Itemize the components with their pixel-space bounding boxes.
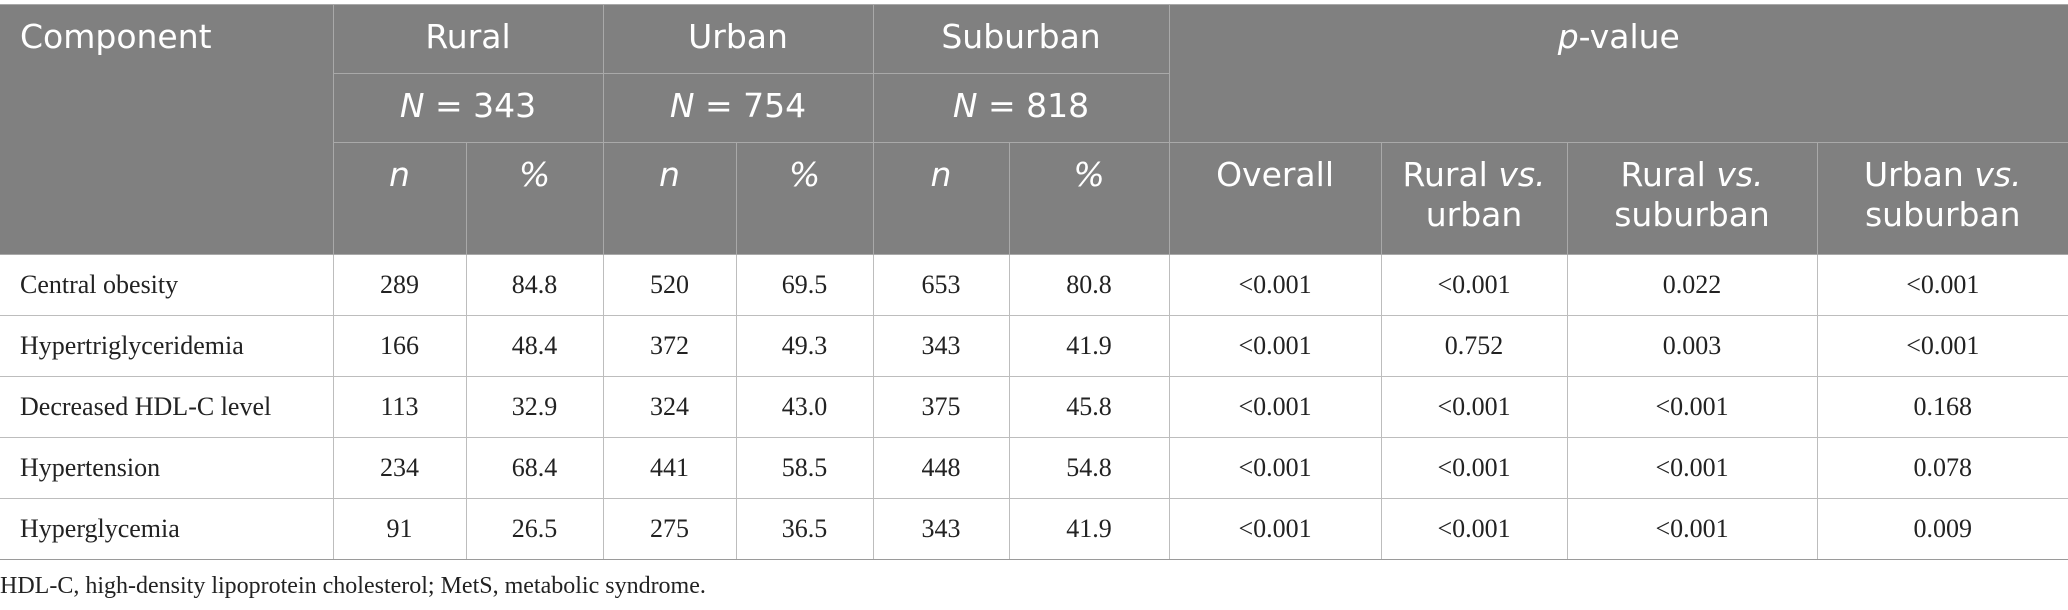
table-row: Hyperglycemia 91 26.5 275 36.5 343 41.9 … [0,498,2068,560]
cell-suburban-pct: 41.9 [1008,498,1170,560]
row-component: Hypertension [0,437,334,499]
header-rural-count: n [332,142,467,255]
row-component: Decreased HDL-C level [0,376,334,438]
cell-rural-n: 91 [332,498,467,560]
cell-urban-pct: 58.5 [735,437,874,499]
header-urban-percent: % [735,142,874,255]
cell-suburban-pct: 54.8 [1008,437,1170,499]
cell-urban-n: 275 [602,498,737,560]
cell-suburban-pct: 80.8 [1008,254,1170,316]
cell-urban-vs-suburban: <0.001 [1816,254,2068,316]
header-rural-percent: % [465,142,604,255]
cell-overall: <0.001 [1168,437,1382,499]
header-component: Component [0,4,334,255]
cell-suburban-n: 375 [872,376,1010,438]
header-urban-count: n [602,142,737,255]
header-suburban-percent: % [1008,142,1170,255]
header-p-value: p-value [1168,4,2068,143]
cell-urban-pct: 69.5 [735,254,874,316]
cell-rural-vs-urban: <0.001 [1380,498,1568,560]
cell-suburban-n: 653 [872,254,1010,316]
cell-urban-pct: 43.0 [735,376,874,438]
header-rural-vs-urban: Rural vs. urban [1380,142,1568,255]
cell-overall: <0.001 [1168,254,1382,316]
table-footnote: HDL-C, high-density lipoprotein choleste… [0,573,706,599]
header-rural-n: N = 343 [332,73,604,143]
cell-urban-pct: 36.5 [735,498,874,560]
cell-rural-pct: 26.5 [465,498,604,560]
row-component: Hyperglycemia [0,498,334,560]
cell-overall: <0.001 [1168,315,1382,377]
cell-suburban-n: 343 [872,315,1010,377]
row-component: Central obesity [0,254,334,316]
cell-rural-vs-suburban: 0.022 [1566,254,1818,316]
cell-urban-vs-suburban: <0.001 [1816,315,2068,377]
header-urban-n: N = 754 [602,73,874,143]
cell-rural-n: 289 [332,254,467,316]
cell-rural-pct: 84.8 [465,254,604,316]
table-row: Decreased HDL-C level 113 32.9 324 43.0 … [0,376,2068,438]
cell-rural-vs-urban: <0.001 [1380,376,1568,438]
cell-rural-vs-suburban: <0.001 [1566,376,1818,438]
cell-overall: <0.001 [1168,376,1382,438]
row-component: Hypertriglyceridemia [0,315,334,377]
cell-urban-n: 324 [602,376,737,438]
metabolic-components-table: Component Rural Urban Suburban p-value N… [0,4,2068,560]
cell-urban-n: 441 [602,437,737,499]
header-overall: Overall [1168,142,1382,255]
cell-rural-vs-suburban: <0.001 [1566,437,1818,499]
cell-suburban-pct: 41.9 [1008,315,1170,377]
cell-rural-n: 166 [332,315,467,377]
cell-rural-vs-suburban: <0.001 [1566,498,1818,560]
table-header: Component Rural Urban Suburban p-value N… [0,4,2068,255]
cell-rural-pct: 32.9 [465,376,604,438]
header-urban-vs-suburban: Urban vs. suburban [1816,142,2068,255]
cell-rural-n: 234 [332,437,467,499]
header-suburban-count: n [872,142,1010,255]
cell-rural-pct: 68.4 [465,437,604,499]
cell-suburban-pct: 45.8 [1008,376,1170,438]
cell-rural-pct: 48.4 [465,315,604,377]
table-row: Central obesity 289 84.8 520 69.5 653 80… [0,254,2068,316]
cell-suburban-n: 448 [872,437,1010,499]
cell-urban-vs-suburban: 0.078 [1816,437,2068,499]
cell-rural-vs-suburban: 0.003 [1566,315,1818,377]
cell-urban-vs-suburban: 0.009 [1816,498,2068,560]
header-suburban-n: N = 818 [872,73,1170,143]
cell-urban-vs-suburban: 0.168 [1816,376,2068,438]
header-suburban: Suburban [872,4,1170,74]
table-row: Hypertriglyceridemia 166 48.4 372 49.3 3… [0,315,2068,377]
header-rural-vs-suburban: Rural vs. suburban [1566,142,1818,255]
cell-rural-n: 113 [332,376,467,438]
cell-rural-vs-urban: 0.752 [1380,315,1568,377]
header-rural: Rural [332,4,604,74]
cell-urban-n: 520 [602,254,737,316]
header-urban: Urban [602,4,874,74]
cell-suburban-n: 343 [872,498,1010,560]
cell-rural-vs-urban: <0.001 [1380,254,1568,316]
cell-overall: <0.001 [1168,498,1382,560]
table-row: Hypertension 234 68.4 441 58.5 448 54.8 … [0,437,2068,499]
cell-urban-n: 372 [602,315,737,377]
table-body: Central obesity 289 84.8 520 69.5 653 80… [0,254,2068,560]
cell-rural-vs-urban: <0.001 [1380,437,1568,499]
cell-urban-pct: 49.3 [735,315,874,377]
